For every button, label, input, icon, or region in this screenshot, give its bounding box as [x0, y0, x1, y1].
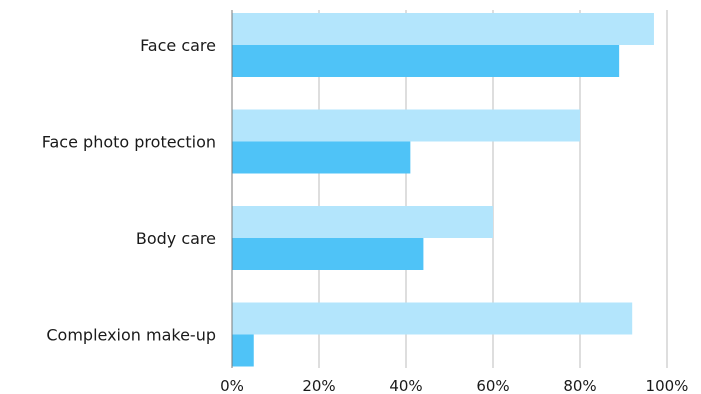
bar-series2-0: [232, 45, 620, 77]
bar-series2-2: [232, 238, 424, 270]
bars: [232, 13, 654, 367]
category-label: Complexion make-up: [46, 326, 216, 345]
x-tick-label: 100%: [646, 377, 689, 394]
bar-series2-3: [232, 334, 254, 367]
x-tick-label: 80%: [563, 377, 596, 394]
x-tick-labels: 0% 20% 40% 60% 80% 100%: [220, 377, 688, 394]
bar-series1-0: [232, 13, 654, 45]
bar-series1-1: [232, 109, 580, 142]
category-label: Body care: [136, 229, 216, 248]
x-tick-label: 0%: [220, 377, 244, 394]
x-tick-label: 40%: [389, 377, 422, 394]
category-label: Face care: [140, 36, 216, 55]
bar-series1-3: [232, 302, 633, 335]
bar-series1-2: [232, 206, 493, 238]
x-tick-label: 20%: [302, 377, 335, 394]
category-label: Face photo protection: [42, 133, 216, 152]
bar-series2-1: [232, 141, 411, 174]
category-labels: Face care Face photo protection Body care C…: [42, 36, 216, 345]
x-tick-label: 60%: [476, 377, 509, 394]
